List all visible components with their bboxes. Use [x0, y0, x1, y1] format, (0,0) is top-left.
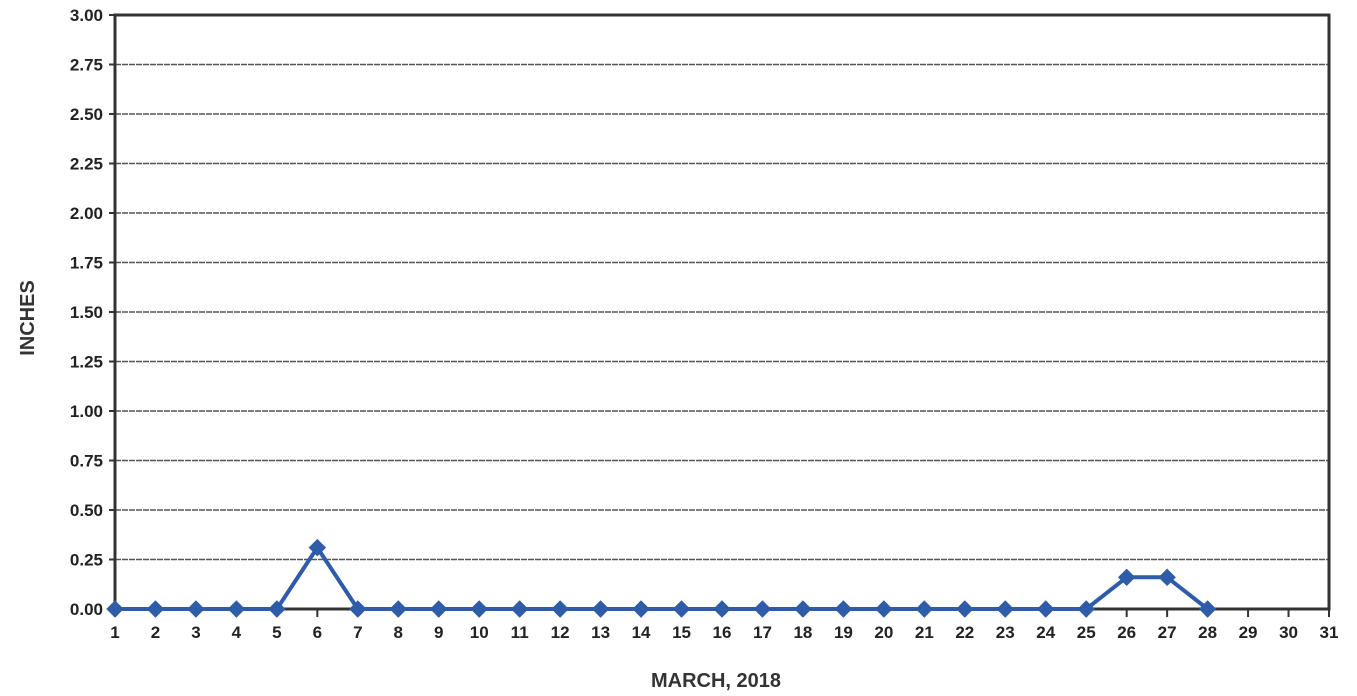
- x-tick-label: 23: [996, 623, 1015, 642]
- data-point: [672, 600, 691, 618]
- y-tick-label: 3.00: [70, 6, 103, 25]
- data-point: [1117, 568, 1136, 587]
- y-tick-label: 2.00: [70, 204, 103, 223]
- x-tick-label: 8: [394, 623, 403, 642]
- data-point: [308, 538, 327, 557]
- data-point: [470, 600, 488, 618]
- y-tick-label: 0.25: [70, 551, 103, 570]
- x-tick-label: 15: [672, 623, 691, 642]
- x-tick-label: 17: [753, 623, 772, 642]
- x-tick-label: 1: [110, 623, 119, 642]
- data-point: [1198, 600, 1217, 618]
- x-tick-label: 27: [1158, 623, 1177, 642]
- y-axis-title: INCHES: [17, 280, 39, 356]
- x-tick-label: 24: [1036, 623, 1055, 642]
- x-tick-label: 28: [1198, 623, 1217, 642]
- x-tick-label: 10: [470, 623, 489, 642]
- y-tick-label: 1.50: [70, 303, 103, 322]
- x-tick-label: 11: [511, 623, 529, 642]
- y-tick-label: 1.25: [70, 353, 103, 372]
- data-point: [551, 600, 569, 618]
- x-tick-label: 30: [1279, 623, 1298, 642]
- data-point: [510, 600, 529, 618]
- x-tick-label: 19: [834, 623, 853, 642]
- x-tick-label: 3: [191, 623, 200, 642]
- x-axis-title: MARCH, 2018: [651, 670, 781, 692]
- x-tick-label: 31: [1320, 623, 1339, 642]
- x-tick-label: 6: [313, 623, 322, 642]
- data-point: [632, 600, 650, 618]
- series-layer: [106, 538, 1217, 618]
- x-tick-label: 2: [151, 623, 160, 642]
- y-tick-label: 0.50: [70, 501, 103, 520]
- x-tick-label: 4: [232, 623, 242, 642]
- x-tick-label: 9: [434, 623, 443, 642]
- y-tick-label: 2.50: [70, 105, 103, 124]
- x-axis-ticks: 1 2 3 4 5 6 7 8 9 10 11 12 13 14 15 16 17 18 19 20 21 22 23 24 2…: [110, 609, 1338, 642]
- data-point: [1158, 568, 1176, 587]
- x-tick-label: 7: [353, 623, 362, 642]
- data-point: [753, 600, 772, 618]
- data-point: [430, 600, 448, 618]
- y-tick-label: 1.00: [70, 402, 103, 421]
- data-point: [146, 600, 165, 618]
- data-point: [106, 600, 124, 618]
- data-point: [389, 600, 407, 618]
- x-tick-label: 14: [632, 623, 651, 642]
- y-axis-ticks: 0.00 0.25 0.50 0.75 1.00 1.25 1.50 1.75 2.00 2.25…: [70, 6, 115, 619]
- gridlines: [115, 63, 1329, 561]
- x-tick-label: 29: [1239, 623, 1258, 642]
- data-point: [1077, 600, 1095, 618]
- data-point: [956, 600, 974, 618]
- x-tick-label: 13: [591, 623, 610, 642]
- data-point: [834, 600, 853, 618]
- y-tick-label: 2.25: [70, 155, 103, 174]
- x-tick-label: 5: [272, 623, 281, 642]
- x-tick-label: 25: [1077, 623, 1096, 642]
- data-point: [875, 600, 893, 618]
- x-tick-label: 21: [915, 623, 934, 642]
- data-point: [915, 600, 934, 618]
- y-tick-label: 1.75: [70, 254, 103, 273]
- x-tick-label: 18: [793, 623, 812, 642]
- x-tick-label: 12: [551, 623, 570, 642]
- data-point: [268, 600, 286, 618]
- x-tick-label: 20: [874, 623, 893, 642]
- x-tick-label: 22: [955, 623, 974, 642]
- y-tick-label: 2.75: [70, 56, 103, 75]
- y-tick-label: 0.00: [70, 600, 103, 619]
- data-point: [591, 600, 610, 618]
- data-point: [996, 600, 1014, 618]
- x-tick-label: 16: [713, 623, 732, 642]
- data-point: [794, 600, 812, 618]
- x-tick-label: 26: [1117, 623, 1136, 642]
- data-point: [713, 600, 731, 618]
- data-point: [227, 600, 246, 618]
- data-point: [349, 600, 367, 618]
- data-point: [187, 600, 205, 618]
- series-line: [115, 545, 1209, 611]
- data-point: [1037, 600, 1055, 618]
- y-tick-label: 0.75: [70, 452, 103, 471]
